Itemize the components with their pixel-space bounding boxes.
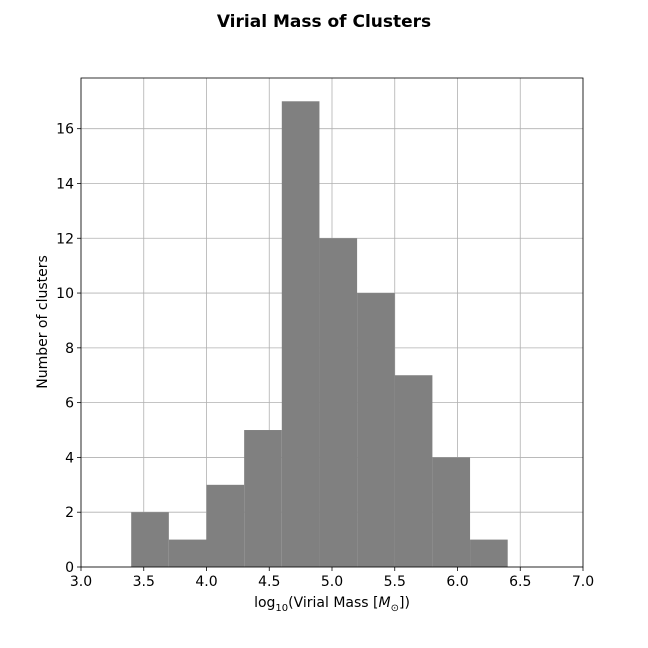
histogram-bar	[131, 512, 169, 567]
y-tick-label: 0	[65, 560, 74, 576]
y-tick-label: 10	[56, 286, 74, 302]
histogram-bar	[432, 457, 471, 567]
y-tick-label: 2	[65, 505, 74, 521]
y-tick-label: 8	[65, 341, 74, 357]
histogram-bar	[470, 539, 508, 567]
histogram-bar	[394, 375, 433, 567]
histogram-bar	[168, 539, 207, 567]
x-tick-label: 6.5	[509, 574, 531, 590]
x-tick-label: 3.5	[133, 574, 155, 590]
histogram-bar	[319, 238, 358, 567]
y-tick-label: 14	[56, 176, 74, 192]
x-tick-label: 5.0	[321, 574, 343, 590]
y-tick-label: 16	[56, 122, 74, 138]
x-tick-label: 3.0	[70, 574, 92, 590]
y-tick-label: 6	[65, 396, 74, 412]
x-tick-label: 7.0	[572, 574, 594, 590]
x-tick-label: 4.0	[195, 574, 217, 590]
histogram-bar	[206, 484, 245, 567]
x-tick-label: 6.0	[446, 574, 468, 590]
x-tick-label: 4.5	[258, 574, 280, 590]
y-axis-label: Number of clusters	[35, 255, 51, 389]
histogram-bar	[281, 101, 320, 568]
y-tick-label: 4	[65, 450, 74, 466]
histogram-bar	[357, 293, 395, 567]
x-axis-ticks: 3.0 3.5 4.0 4.5 5.0 5.5 6.0 6.5 7.0	[70, 567, 594, 590]
x-axis-label: log10(Virial Mass [M⊙])	[254, 595, 410, 614]
bars	[131, 101, 508, 568]
x-tick-label: 5.5	[384, 574, 406, 590]
y-axis-ticks: 0 2 4 6 8 10 12 14 16	[56, 122, 81, 576]
chart-title: Virial Mass of Clusters	[217, 12, 431, 32]
histogram-bar	[244, 430, 282, 567]
y-tick-label: 12	[56, 231, 74, 247]
